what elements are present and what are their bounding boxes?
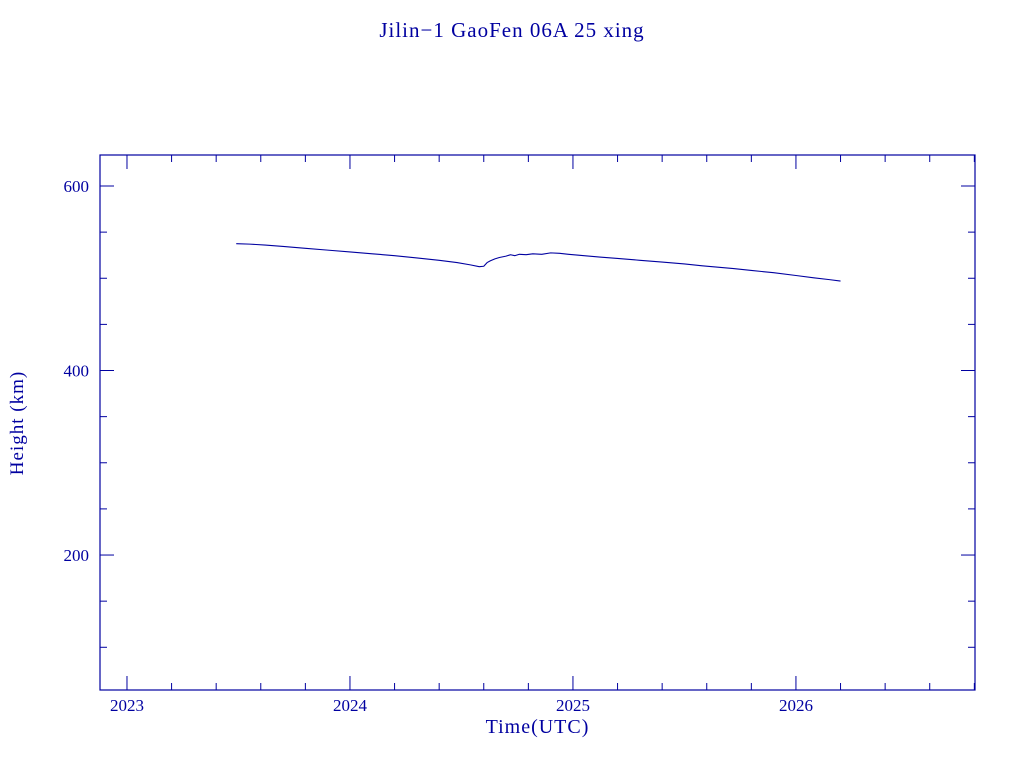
x-tick-label: 2025 (556, 696, 590, 715)
series-line-height (236, 243, 841, 282)
chart-title: Jilin−1 GaoFen 06A 25 xing (379, 18, 645, 42)
y-tick-label: 400 (64, 362, 90, 381)
x-tick-label: 2026 (779, 696, 813, 715)
y-tick-label: 200 (64, 546, 90, 565)
x-axis-label: Time(UTC) (485, 716, 590, 738)
x-tick-label: 2024 (333, 696, 368, 715)
y-tick-label: 600 (64, 177, 90, 196)
axes-frame (99, 154, 976, 691)
x-tick-label: 2023 (110, 696, 144, 715)
